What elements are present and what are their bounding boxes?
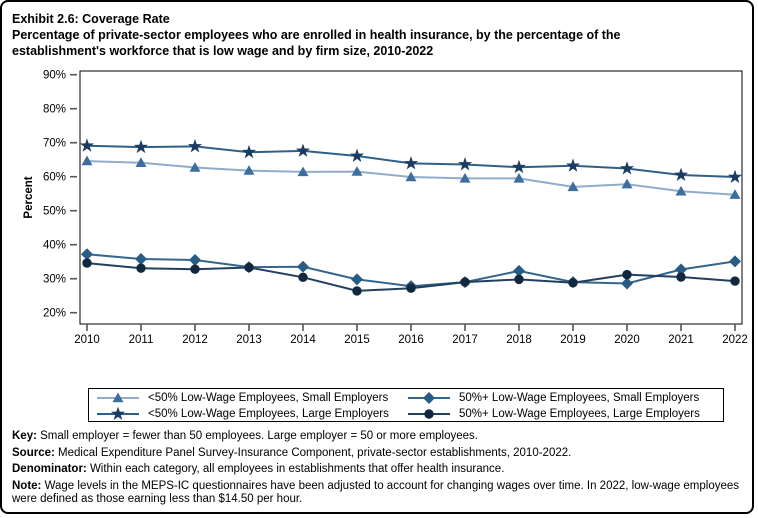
svg-text:2022: 2022 bbox=[722, 334, 748, 346]
coverage-rate-line-chart: 90% 80% 70% 60% 50% 40% 30% 20% Percent 2010 2011 2… bbox=[2, 58, 758, 358]
footnotes: Key: Small employer = fewer than 50 empl… bbox=[12, 430, 752, 509]
chart-legend: <50% Low-Wage Employees, Small Employers… bbox=[88, 388, 724, 422]
svg-text:30%: 30% bbox=[43, 274, 66, 286]
svg-text:2015: 2015 bbox=[344, 334, 370, 346]
legend-label: <50% Low-Wage Employees, Small Employers bbox=[148, 392, 389, 404]
diamond-marker-icon bbox=[408, 392, 450, 404]
svg-text:2010: 2010 bbox=[74, 334, 100, 346]
star-marker-icon bbox=[97, 406, 139, 420]
legend-item-50plus-small: 50%+ Low-Wage Employees, Small Employers bbox=[406, 390, 717, 406]
wage-note: Note: Wage levels in the MEPS-IC questio… bbox=[12, 479, 740, 505]
triangle-marker-icon bbox=[97, 392, 139, 403]
svg-text:2017: 2017 bbox=[452, 334, 478, 346]
svg-text:60%: 60% bbox=[43, 172, 66, 184]
svg-text:2016: 2016 bbox=[398, 334, 424, 346]
series-star bbox=[79, 138, 743, 184]
legend-item-50plus-large: 50%+ Low-Wage Employees, Large Employers bbox=[406, 406, 717, 422]
legend-label: 50%+ Low-Wage Employees, Large Employers bbox=[459, 408, 700, 420]
svg-text:40%: 40% bbox=[43, 240, 66, 252]
series-circle bbox=[82, 258, 740, 296]
svg-text:50%: 50% bbox=[43, 206, 66, 218]
exhibit-subtitle: Percentage of private-sector employees w… bbox=[12, 28, 621, 58]
svg-text:80%: 80% bbox=[43, 104, 66, 116]
legend-item-lt50-large: <50% Low-Wage Employees, Large Employers bbox=[95, 406, 406, 422]
legend-item-lt50-small: <50% Low-Wage Employees, Small Employers bbox=[95, 390, 406, 406]
x-axis: 2010 2011 2012 2013 2014 2015 2016 2017 2018 2019… bbox=[74, 324, 748, 346]
legend-label: 50%+ Low-Wage Employees, Small Employers bbox=[459, 392, 700, 404]
legend-label: <50% Low-Wage Employees, Large Employers bbox=[148, 408, 389, 420]
svg-text:2019: 2019 bbox=[560, 334, 586, 346]
y-axis-title: Percent bbox=[23, 176, 35, 218]
svg-text:2018: 2018 bbox=[506, 334, 532, 346]
svg-text:2012: 2012 bbox=[182, 334, 208, 346]
denominator-note: Denominator: Within each category, all e… bbox=[12, 463, 505, 475]
svg-text:90%: 90% bbox=[43, 70, 66, 82]
exhibit-title: Exhibit 2.6: Coverage Rate bbox=[12, 12, 170, 26]
circle-marker-icon bbox=[408, 409, 450, 419]
key-note: Key: Small employer = fewer than 50 empl… bbox=[12, 430, 478, 442]
svg-text:20%: 20% bbox=[43, 308, 66, 320]
svg-text:70%: 70% bbox=[43, 138, 66, 150]
svg-text:2014: 2014 bbox=[290, 334, 316, 346]
chart-title-block: Exhibit 2.6: Coverage Rate Percentage of… bbox=[12, 11, 712, 59]
source-note: Source: Medical Expenditure Panel Survey… bbox=[12, 446, 572, 459]
series-triangle bbox=[81, 155, 741, 199]
svg-text:2021: 2021 bbox=[668, 334, 694, 346]
y-axis: 90% 80% 70% 60% 50% 40% 30% 20% Percent bbox=[23, 70, 77, 320]
svg-text:2013: 2013 bbox=[236, 334, 262, 346]
svg-text:2011: 2011 bbox=[129, 334, 154, 346]
svg-text:2020: 2020 bbox=[614, 334, 640, 346]
